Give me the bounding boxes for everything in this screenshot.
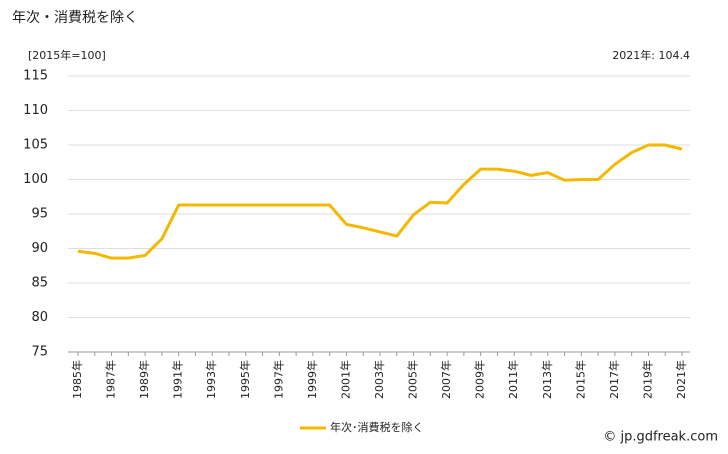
x-tick-label: 1985年: [70, 360, 84, 399]
unit-label: [2015年=100]: [28, 48, 106, 62]
y-tick-label: 115: [23, 69, 48, 84]
x-tick-label: 2021年: [674, 360, 688, 399]
chart-title: 年次・消費税を除く: [12, 10, 138, 26]
y-tick-label: 110: [23, 103, 48, 118]
x-tick-label: 2001年: [338, 360, 352, 399]
annotation: 2021年: 104.4: [612, 48, 690, 62]
x-tick-label: 1991年: [171, 360, 185, 399]
x-tick-label: 1993年: [204, 360, 218, 399]
y-tick-label: 95: [31, 207, 48, 222]
y-tick-label: 80: [31, 310, 48, 325]
x-tick-label: 2009年: [473, 360, 487, 399]
line: [77, 143, 683, 260]
x-tick-label: 1999年: [305, 360, 319, 399]
x-tick-label: 2007年: [439, 360, 453, 399]
x-tick-label: 2017年: [607, 360, 621, 399]
x-tick-label: 2011年: [506, 360, 520, 399]
x-tick-label: 1995年: [238, 360, 252, 399]
x-tick-label: 2003年: [372, 360, 386, 399]
y-tick-label: 105: [23, 138, 48, 153]
x-tick-label: 2005年: [406, 360, 420, 399]
x-tick-label: 2019年: [640, 360, 654, 399]
x-tick-label: 1987年: [104, 360, 118, 399]
y-tick-label: 100: [23, 172, 48, 187]
y-tick-label: 90: [31, 241, 48, 256]
watermark: © jp.gdfreak.com: [603, 430, 718, 445]
y-tick-label: 75: [31, 345, 48, 360]
y-tick-label: 85: [31, 276, 48, 291]
legend-label: 年次･消費税を除く: [330, 420, 424, 434]
x-tick-label: 1989年: [137, 360, 151, 399]
x-tick-label: 2013年: [540, 360, 554, 399]
x-tick-label: 1997年: [271, 360, 285, 399]
x-tick-label: 2015年: [573, 360, 587, 399]
